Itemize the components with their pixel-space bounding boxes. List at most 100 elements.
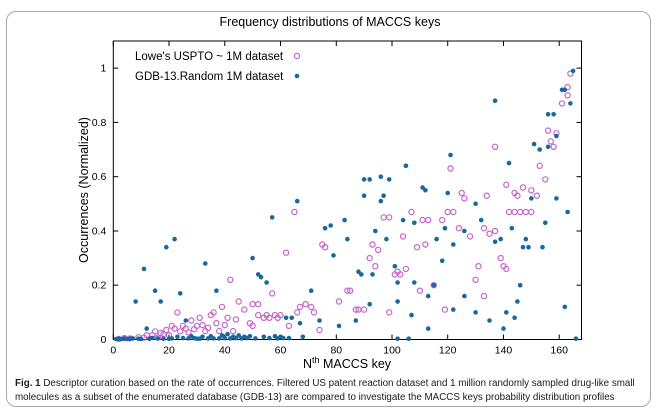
data-point-uspto (425, 216, 432, 224)
data-point-gdb13 (409, 312, 414, 318)
data-point-uspto (517, 208, 524, 216)
data-point-gdb13 (300, 334, 306, 340)
x-tick-label: 120 (439, 345, 457, 357)
data-point-uspto (372, 263, 379, 270)
data-point-uspto (360, 306, 368, 313)
data-point-uspto (461, 195, 468, 202)
data-point-gdb13 (345, 236, 350, 242)
data-point-gdb13 (308, 288, 314, 294)
data-point-uspto (302, 301, 309, 308)
data-point-uspto (475, 263, 482, 270)
legend-marker-gdb13-icon (294, 73, 300, 79)
data-point-uspto (241, 306, 248, 313)
data-point-gdb13 (504, 310, 509, 315)
data-point-gdb13 (551, 112, 556, 117)
data-point-gdb13 (250, 255, 255, 261)
data-point-uspto (483, 192, 490, 199)
data-point-uspto (282, 249, 290, 256)
data-point-gdb13 (412, 220, 417, 226)
data-point-gdb13 (331, 253, 336, 258)
data-point-gdb13 (395, 299, 400, 304)
data-point-gdb13 (517, 282, 523, 288)
data-point-uspto (455, 224, 463, 232)
data-point-gdb13 (434, 236, 439, 242)
data-point-uspto (542, 176, 549, 183)
data-point-gdb13 (451, 307, 456, 312)
data-point-uspto (450, 208, 457, 216)
data-point-uspto (503, 265, 510, 273)
data-point-gdb13 (261, 334, 267, 340)
data-point-gdb13 (406, 336, 412, 342)
x-tick-label: 80 (330, 345, 342, 357)
data-point-uspto (199, 321, 206, 329)
data-point-gdb13 (359, 272, 364, 277)
data-point-gdb13 (520, 244, 526, 250)
data-point-gdb13 (361, 193, 367, 198)
data-point-uspto (480, 224, 488, 232)
data-point-uspto (174, 309, 181, 316)
data-point-uspto (291, 208, 298, 216)
data-point-gdb13 (515, 299, 520, 304)
legend-marker-uspto-icon (293, 52, 301, 60)
data-point-uspto (503, 181, 510, 188)
data-point-gdb13 (403, 163, 409, 169)
data-point-gdb13 (253, 336, 258, 341)
scatter-plot: 0 20 40 60 80 100 120 140 160 0 0.2 0.4 0.6 0.8 1 Occu… (77, 40, 583, 371)
y-tick-label: 0 (100, 334, 106, 346)
data-point-gdb13 (177, 291, 183, 296)
data-point-gdb13 (214, 288, 219, 294)
data-point-gdb13 (445, 190, 451, 196)
data-point-gdb13 (294, 198, 300, 204)
data-point-gdb13 (412, 280, 417, 285)
data-point-gdb13 (267, 335, 272, 341)
data-point-gdb13 (562, 87, 568, 93)
figure-caption: Fig. 1 Descriptor curation based on the … (15, 377, 637, 404)
data-point-gdb13 (545, 112, 551, 117)
data-point-gdb13 (155, 336, 161, 341)
data-point-uspto (188, 317, 195, 324)
data-point-uspto (171, 325, 178, 332)
data-point-gdb13 (448, 152, 453, 158)
data-point-uspto (408, 208, 415, 216)
data-point-gdb13 (172, 236, 177, 242)
data-point-gdb13 (367, 177, 373, 182)
x-tick-label: 160 (550, 345, 568, 357)
data-point-gdb13 (431, 282, 437, 288)
data-point-uspto (491, 143, 499, 150)
data-point-uspto (416, 287, 424, 294)
data-point-uspto (397, 271, 404, 278)
axes-frame: 0 20 40 60 80 100 120 140 160 0 0.2 0.4 0.6 0.8 1 (92, 40, 583, 357)
data-point-uspto (347, 287, 354, 294)
data-point-gdb13 (526, 244, 531, 250)
plot-frame (112, 40, 583, 340)
data-point-gdb13 (442, 225, 448, 231)
data-point-gdb13 (367, 301, 373, 307)
data-point-uspto (163, 326, 170, 334)
figure-caption-text: Descriptor curation based on the rate of… (15, 378, 635, 403)
data-point-gdb13 (395, 336, 400, 342)
data-point-uspto (218, 303, 226, 311)
data-point-gdb13 (462, 228, 467, 234)
data-point-uspto (564, 83, 571, 91)
data-point-gdb13 (498, 236, 504, 242)
data-point-uspto (310, 309, 318, 316)
x-tick-label: 0 (110, 345, 116, 357)
data-point-gdb13 (297, 320, 303, 326)
data-point-uspto (229, 327, 237, 335)
data-point-gdb13 (269, 215, 275, 220)
data-point-gdb13 (492, 239, 498, 245)
data-point-uspto (519, 184, 527, 191)
data-point-gdb13 (183, 318, 189, 323)
x-tick-label: 140 (495, 345, 513, 357)
data-point-uspto (419, 216, 426, 224)
data-point-gdb13 (133, 299, 138, 304)
data-point-uspto (505, 208, 513, 216)
data-point-uspto (386, 214, 393, 221)
y-tick-label: 0.4 (92, 226, 107, 238)
data-point-uspto (558, 100, 566, 107)
data-point-gdb13 (247, 333, 253, 339)
data-point-uspto (430, 282, 437, 289)
data-point-uspto (528, 187, 535, 194)
data-point-gdb13 (150, 335, 155, 341)
data-point-gdb13 (152, 288, 158, 294)
